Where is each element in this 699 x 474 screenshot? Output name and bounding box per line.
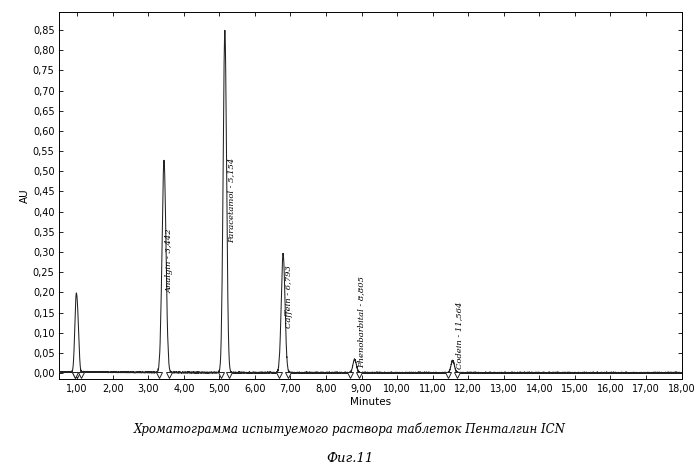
Text: Paracetamol - 5,154: Paracetamol - 5,154 xyxy=(227,158,235,243)
Y-axis label: AU: AU xyxy=(20,188,30,203)
Text: Codein - 11,564: Codein - 11,564 xyxy=(455,301,463,369)
Text: Caffein - 6,793: Caffein - 6,793 xyxy=(285,265,294,328)
Text: Фиг.11: Фиг.11 xyxy=(326,452,373,465)
Text: Analgin - 3,442: Analgin - 3,442 xyxy=(166,228,174,292)
X-axis label: Minutes: Minutes xyxy=(350,397,391,407)
Text: Phenobarbital - 8,805: Phenobarbital - 8,805 xyxy=(356,276,365,368)
Text: Хроматограмма испытуемого раствора таблеток Пенталгин ICN: Хроматограмма испытуемого раствора табле… xyxy=(134,422,565,436)
